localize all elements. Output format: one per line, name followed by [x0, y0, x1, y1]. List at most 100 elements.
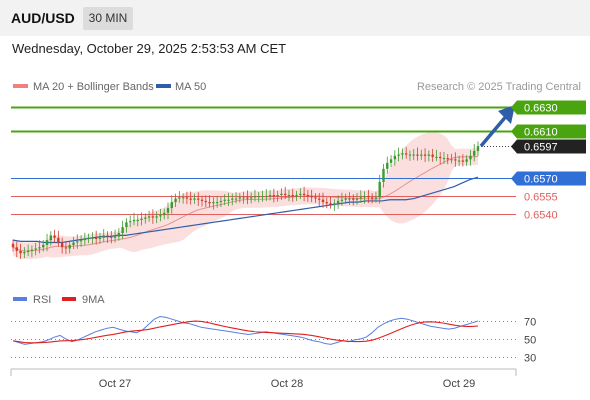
- candle-body: [68, 244, 71, 249]
- candle-body: [473, 150, 476, 156]
- ma50-legend-label: MA 50: [175, 81, 206, 93]
- candle-body: [329, 203, 332, 205]
- candle-body: [325, 202, 328, 204]
- candle-body: [476, 146, 480, 151]
- candle-body: [249, 197, 253, 199]
- support-label: 0.6555: [524, 192, 558, 204]
- candle-body: [72, 242, 75, 245]
- bollinger-fill: [13, 132, 478, 260]
- x-axis: Oct 27 Oct 28 Oct 29: [10, 368, 517, 390]
- resistance-label-pointer: [511, 100, 517, 115]
- chart-header: AUD/USD 30 MIN: [0, 0, 590, 36]
- candle-body: [454, 159, 457, 161]
- candle-body: [197, 198, 200, 200]
- candle-body: [272, 194, 276, 197]
- bollinger-band: [12, 132, 479, 260]
- candle-body: [102, 235, 105, 238]
- candle-body: [442, 158, 446, 160]
- candle-body: [446, 158, 449, 160]
- candle-body: [386, 162, 389, 169]
- candle-body: [438, 156, 442, 159]
- candle-body: [420, 154, 423, 156]
- pivot-label-pointer: [511, 171, 517, 186]
- current-label-box: [517, 139, 586, 154]
- candle-body: [306, 194, 310, 197]
- pivot-label: 0.6570: [524, 174, 558, 186]
- candle-body: [359, 197, 363, 199]
- resistance-label-box: [517, 124, 586, 139]
- arrow-shaft: [479, 112, 510, 148]
- candle-body: [189, 198, 192, 200]
- ma50-legend-swatch: [156, 84, 171, 88]
- rsi-ma-legend-label: 9MA: [82, 294, 105, 306]
- candle-body: [253, 196, 257, 198]
- candle-body: [49, 235, 53, 241]
- candle-body: [423, 154, 427, 156]
- current-label: 0.6597: [524, 142, 558, 154]
- candle-body: [238, 197, 242, 199]
- candle-body: [389, 159, 393, 163]
- candle-body: [215, 202, 219, 204]
- candle-body: [333, 203, 336, 205]
- candle-body: [125, 222, 128, 228]
- candle-body: [367, 196, 370, 198]
- rsi-legend: RSI 9MA: [13, 294, 105, 306]
- rsi-ma-line: [12, 320, 479, 344]
- candle-body: [469, 155, 472, 160]
- candle-body: [200, 199, 204, 201]
- candle-body: [38, 247, 41, 249]
- candle-body: [42, 244, 45, 248]
- candle-body: [144, 217, 147, 219]
- chart-datetime: Wednesday, October 29, 2025 2:53:53 AM C…: [12, 41, 287, 56]
- candle-body: [76, 241, 79, 243]
- candle-body: [60, 242, 64, 248]
- candle-body: [299, 193, 302, 195]
- candle-body: [321, 199, 325, 203]
- ma-bb-legend-label: MA 20 + Bollinger Bands: [33, 81, 154, 93]
- candle-body: [234, 198, 238, 200]
- resistance-label-pointer: [511, 124, 517, 139]
- candle-body: [64, 247, 68, 249]
- support-label: 0.6540: [524, 210, 558, 222]
- resistance-label: 0.6610: [524, 127, 558, 139]
- candle-body: [45, 240, 49, 245]
- rsi-legend-swatch: [13, 297, 27, 301]
- candle-body: [136, 219, 139, 221]
- candle-body: [193, 198, 196, 200]
- resistance-label-box: [517, 100, 586, 115]
- candle-body: [117, 233, 121, 237]
- candle-body: [370, 197, 374, 199]
- timeframe-button[interactable]: 30 MIN: [83, 7, 133, 30]
- candle-body: [163, 212, 166, 216]
- candle-body: [280, 193, 283, 195]
- candle-body: [344, 198, 347, 200]
- candle-body: [283, 193, 287, 195]
- candle-body: [302, 193, 306, 195]
- x-tick-label: Oct 29: [443, 378, 475, 390]
- candle-body: [435, 156, 438, 158]
- candle-body: [457, 160, 461, 162]
- candle-body: [212, 202, 215, 204]
- ma50-line: [12, 176, 479, 244]
- projection-arrow: [479, 105, 515, 148]
- candle-body: [397, 154, 400, 156]
- candle-body: [276, 194, 279, 197]
- candle-body: [227, 199, 230, 201]
- candle-body: [314, 197, 317, 199]
- candle-body: [408, 154, 412, 156]
- candle-body: [318, 198, 321, 200]
- candle-body: [231, 198, 234, 200]
- candle-body: [185, 197, 189, 199]
- candle-body: [79, 240, 83, 242]
- candle-body: [219, 200, 223, 203]
- candle-body: [427, 154, 431, 156]
- candle-body: [340, 199, 344, 201]
- candle-body: [147, 216, 151, 218]
- candle-body: [15, 247, 18, 251]
- candle-body: [382, 168, 385, 182]
- candle-body: [450, 159, 453, 161]
- candle-body: [431, 154, 434, 157]
- candle-body: [53, 235, 56, 238]
- candle-body: [295, 194, 298, 197]
- candle-body: [30, 249, 34, 251]
